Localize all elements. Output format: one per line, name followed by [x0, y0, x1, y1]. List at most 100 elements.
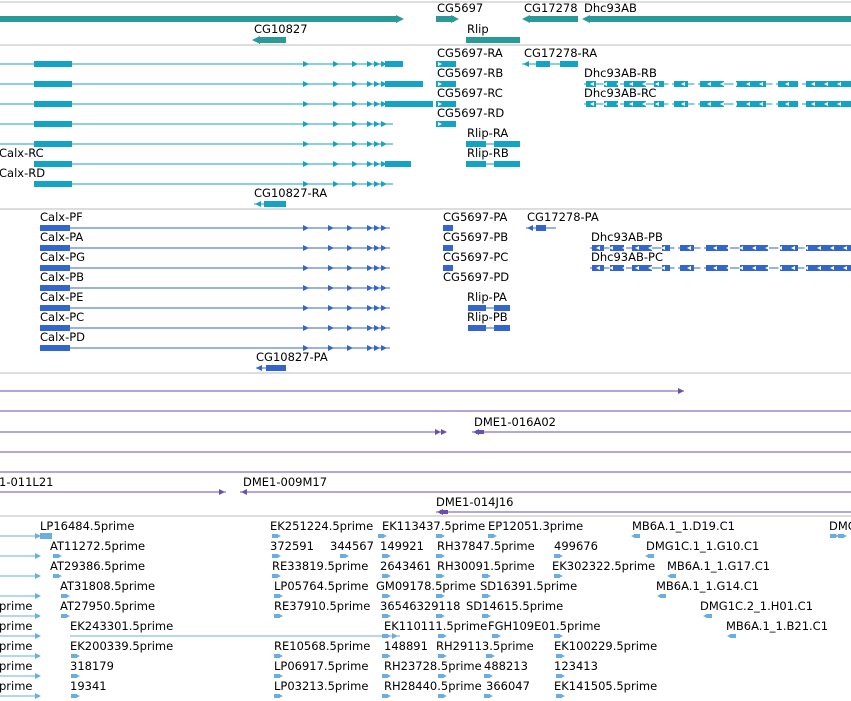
feature-label[interactable]: Dhc93AB-PB: [591, 230, 663, 244]
feature-label[interactable]: DMC: [829, 519, 851, 533]
feature-label[interactable]: prime: [0, 679, 33, 693]
feature-label[interactable]: Rlip-PA: [467, 290, 507, 304]
feature-label[interactable]: CG17278-RA: [524, 46, 597, 60]
feature-label[interactable]: SD14615.5prime: [466, 599, 563, 613]
feature-label[interactable]: RH28440.5prime: [384, 679, 482, 693]
feature-label[interactable]: 1-011L21: [0, 475, 53, 489]
exon-block: [40, 305, 70, 311]
feature-label[interactable]: RE10568.5prime: [274, 639, 370, 653]
feature-label[interactable]: RH23728.5prime: [384, 659, 482, 673]
feature-label[interactable]: CG5697-PA: [443, 210, 508, 224]
feature-label[interactable]: DMG1C.2_1.H01.C1: [700, 599, 813, 613]
feature-label[interactable]: MB6A.1_1.G14.C1: [656, 579, 759, 593]
feature-label[interactable]: 488213: [484, 659, 528, 673]
feature-label[interactable]: prime: [0, 599, 33, 613]
feature-label[interactable]: Dhc93AB-PC: [591, 250, 663, 264]
feature-label[interactable]: CG17278-PA: [527, 210, 599, 224]
feature-label[interactable]: EK200339.5prime: [70, 639, 173, 653]
feature-label[interactable]: EK243301.5prime: [70, 619, 173, 633]
feature-label[interactable]: CG10827-RA: [254, 186, 327, 200]
feature-label[interactable]: Rlip-PB: [467, 310, 508, 324]
feature-label[interactable]: MB6A.1_1.B21.C1: [726, 619, 828, 633]
feature-label[interactable]: EK141505.5prime: [554, 679, 657, 693]
feature-label[interactable]: 344567: [330, 539, 374, 553]
feature-label[interactable]: MB6A.1_1.D19.C1: [632, 519, 735, 533]
feature-label[interactable]: CG10827-PA: [256, 350, 328, 364]
feature-label[interactable]: LP03213.5prime: [274, 679, 368, 693]
feature-label[interactable]: EK100229.5prime: [554, 639, 657, 653]
feature-label[interactable]: CG5697-RA: [437, 46, 503, 60]
feature-label[interactable]: RH30091.5prime: [437, 559, 535, 573]
feature-label[interactable]: Calx-PD: [40, 330, 85, 344]
feature-label[interactable]: LP05764.5prime: [274, 579, 368, 593]
feature-label[interactable]: 2643461: [380, 559, 431, 573]
feature-label[interactable]: CG5697-RC: [437, 86, 503, 100]
feature-label[interactable]: MB6A.1_1.G17.C1: [667, 559, 770, 573]
feature-label[interactable]: 36546329118: [380, 599, 460, 613]
feature-label[interactable]: 366047: [486, 679, 530, 693]
feature-label[interactable]: CG5697-PD: [443, 270, 509, 284]
feature-label[interactable]: Dhc93AB: [584, 1, 637, 15]
feature-label[interactable]: prime: [0, 659, 33, 673]
feature-label[interactable]: SD16391.5prime: [480, 579, 577, 593]
feature-label[interactable]: 19341: [70, 679, 107, 693]
feature-label[interactable]: EK113437.5prime: [382, 519, 485, 533]
feature-label[interactable]: RH37847.5prime: [437, 539, 535, 553]
feature-label[interactable]: CG5697: [437, 1, 483, 15]
exon-block: [61, 614, 67, 618]
feature-label[interactable]: CG5697-RB: [437, 66, 503, 80]
feature-label[interactable]: EK302322.5prime: [552, 559, 655, 573]
strand-arrow: [352, 141, 358, 147]
feature-label[interactable]: AT29386.5prime: [50, 559, 145, 573]
strand-arrow: [35, 653, 41, 659]
feature-label[interactable]: RH29113.5prime: [436, 639, 534, 653]
feature-label[interactable]: Rlip: [467, 22, 489, 36]
feature-label[interactable]: Calx-PC: [40, 310, 84, 324]
feature-label[interactable]: LP16484.5prime: [40, 519, 134, 533]
feature-label[interactable]: Calx-PF: [40, 210, 83, 224]
feature-label[interactable]: RE33819.5prime: [272, 559, 368, 573]
feature-label[interactable]: Rlip-RA: [467, 126, 508, 140]
feature-label[interactable]: DME1-009M17: [243, 475, 327, 489]
feature-label[interactable]: FGH109E01.5prime: [488, 619, 601, 633]
feature-label[interactable]: Calx-PA: [40, 230, 83, 244]
feature-label[interactable]: CG17278: [524, 1, 578, 15]
feature-label[interactable]: DME1-016A02: [474, 415, 556, 429]
feature-label[interactable]: 372591: [270, 539, 314, 553]
strand-arrow: [522, 15, 530, 23]
feature-label[interactable]: 499676: [554, 539, 598, 553]
feature-label[interactable]: CG10827: [254, 22, 308, 36]
feature-label[interactable]: 149921: [380, 539, 424, 553]
strand-arrow: [661, 246, 665, 250]
feature-label[interactable]: LP06917.5prime: [274, 659, 368, 673]
feature-label[interactable]: Dhc93AB-RC: [584, 86, 656, 100]
feature-label[interactable]: Calx-RD: [0, 166, 45, 180]
feature-label[interactable]: Rlip-RB: [467, 146, 509, 160]
feature-label[interactable]: AT11272.5prime: [50, 539, 145, 553]
feature-label[interactable]: Calx-PB: [40, 270, 84, 284]
feature-label[interactable]: 318179: [70, 659, 114, 673]
feature-label[interactable]: EK110111.5prime: [384, 619, 487, 633]
feature-label[interactable]: Calx-PG: [40, 250, 85, 264]
feature-label[interactable]: AT27950.5prime: [60, 599, 155, 613]
feature-label[interactable]: Calx-RC: [0, 146, 44, 160]
feature-label[interactable]: AT31808.5prime: [60, 579, 155, 593]
feature-label[interactable]: CG5697-PB: [443, 230, 508, 244]
feature-label[interactable]: prime: [0, 619, 33, 633]
feature-label[interactable]: 123413: [554, 659, 598, 673]
exon-block: [443, 265, 453, 271]
feature-label[interactable]: prime: [0, 639, 33, 653]
feature-label[interactable]: CG5697-RD: [437, 106, 504, 120]
feature-label[interactable]: 148891: [384, 639, 428, 653]
feature-label[interactable]: GM09178.5prime: [376, 579, 476, 593]
feature-label[interactable]: Dhc93AB-RB: [584, 66, 657, 80]
feature-label[interactable]: EK251224.5prime: [270, 519, 373, 533]
feature-label[interactable]: DMG1C.1_1.G10.C1: [646, 539, 759, 553]
feature-label[interactable]: CG5697-PC: [443, 250, 508, 264]
feature-label[interactable]: DME1-014J16: [436, 495, 514, 509]
feature-label[interactable]: Calx-PE: [40, 290, 83, 304]
feature-label[interactable]: RE37910.5prime: [274, 599, 370, 613]
feature-label[interactable]: EP12051.3prime: [488, 519, 583, 533]
